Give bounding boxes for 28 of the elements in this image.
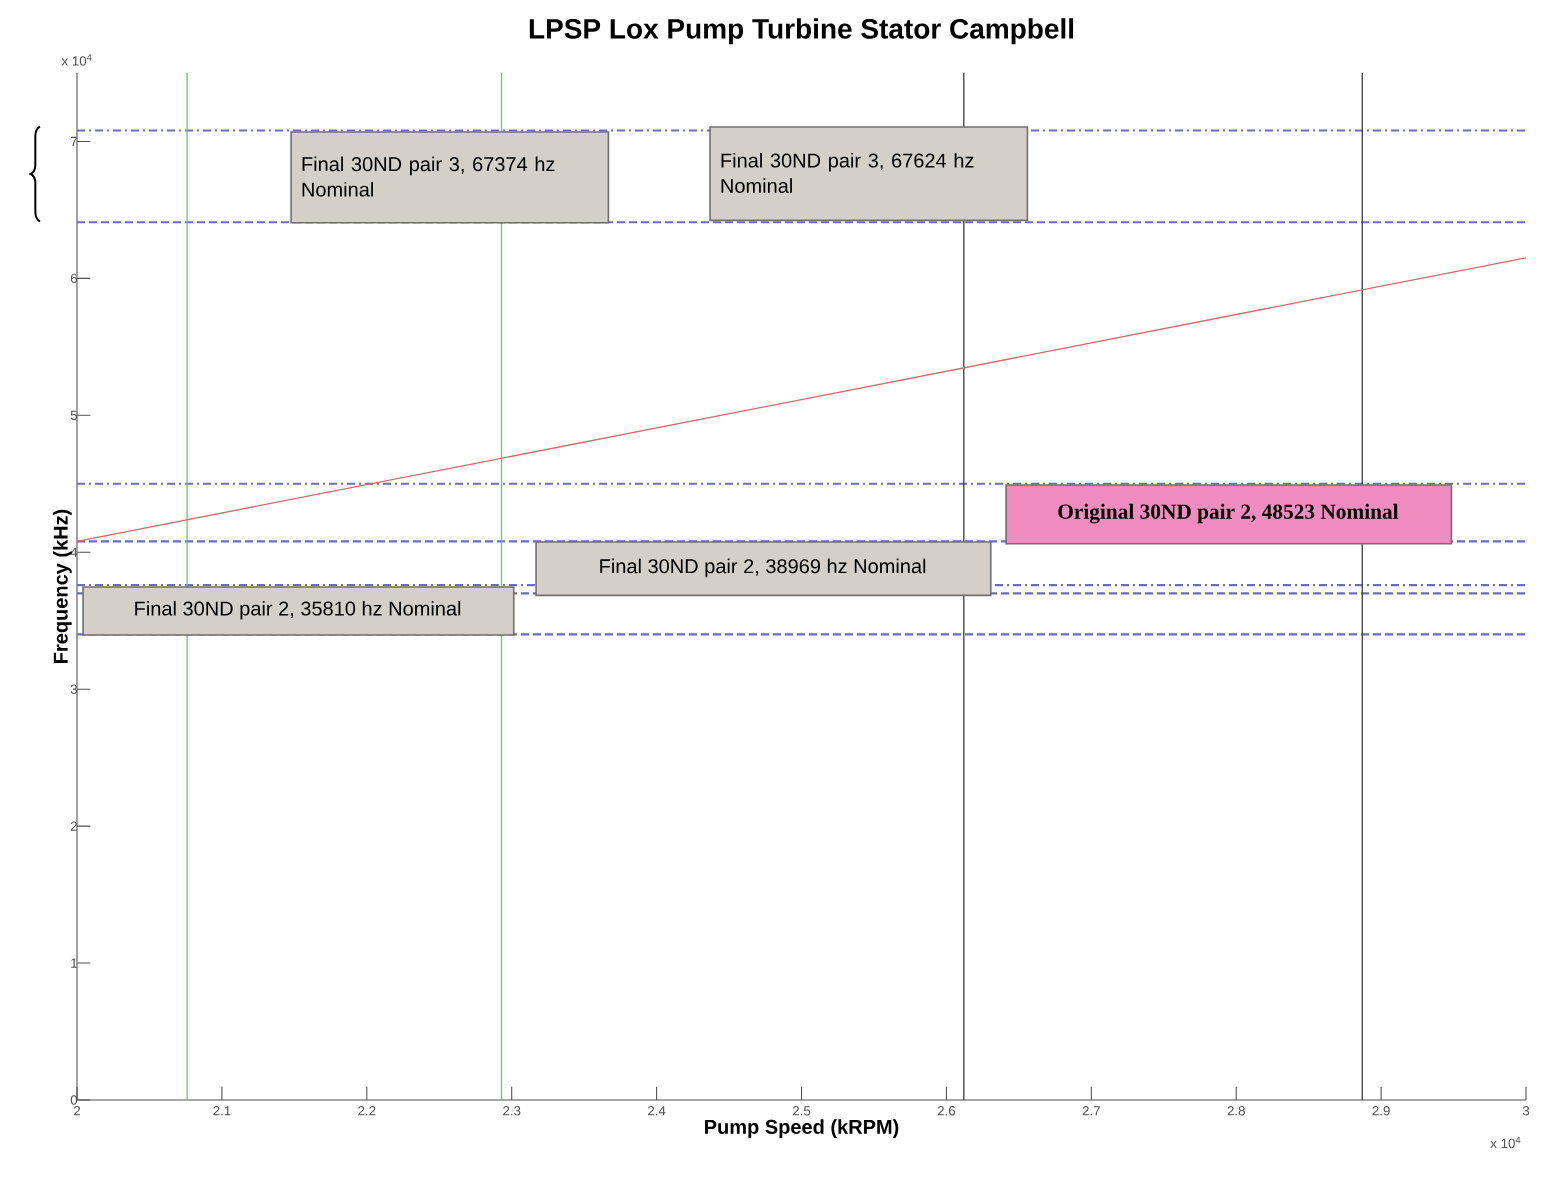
y-axis-title: Frequency (kHz) (53, 509, 72, 663)
y-tick-label: 7 (70, 136, 77, 147)
x-tick-label: 2.3 (503, 1106, 521, 1116)
y-tick-label: 0 (70, 1095, 78, 1105)
text: x 10$^{4}$ (1490, 1136, 1521, 1149)
annotation: Final 30ND pair 3, 67624 hz Nominal (721, 152, 974, 193)
annotation: Final 30ND pair 3, 67374 hz Nominal (302, 156, 555, 197)
x-tick-label: 3 (1522, 1106, 1530, 1116)
annotation: Final 30ND pair 2, 35810 hz Nominal (135, 600, 461, 620)
x-tick-label: 2.2 (358, 1106, 376, 1116)
x-tick-label: 2.9 (1372, 1106, 1390, 1116)
y-tick-label: 4 (70, 547, 78, 557)
x-tick-label: 2.7 (1082, 1106, 1100, 1116)
y-tick-label: 3 (70, 684, 78, 694)
annotation: Original 30ND pair 2, 48523 Nominal (1058, 503, 1399, 524)
annotation: Final 30ND pair 2, 38969 hz Nominal (600, 558, 926, 578)
x-tick-label: 2.6 (937, 1106, 956, 1116)
text: x 10$^{4}$ (61, 54, 92, 66)
x-tick-label: 2.8 (1227, 1106, 1245, 1116)
y-tick-label: 5 (70, 410, 78, 420)
chart-title: LPSP Lox Pump Turbine Stator Campbell (529, 18, 1074, 45)
x-tick-label: 2.1 (213, 1106, 231, 1116)
x-axis-title: Pump Speed (kRPM) (705, 1119, 899, 1138)
x-tick-label: 2.4 (648, 1106, 666, 1116)
y-tick-label: 2 (70, 821, 77, 831)
x-tick-label: 2.5 (792, 1106, 811, 1116)
y-tick-label: 1 (71, 958, 77, 968)
y-tick-label: 6 (70, 273, 78, 284)
